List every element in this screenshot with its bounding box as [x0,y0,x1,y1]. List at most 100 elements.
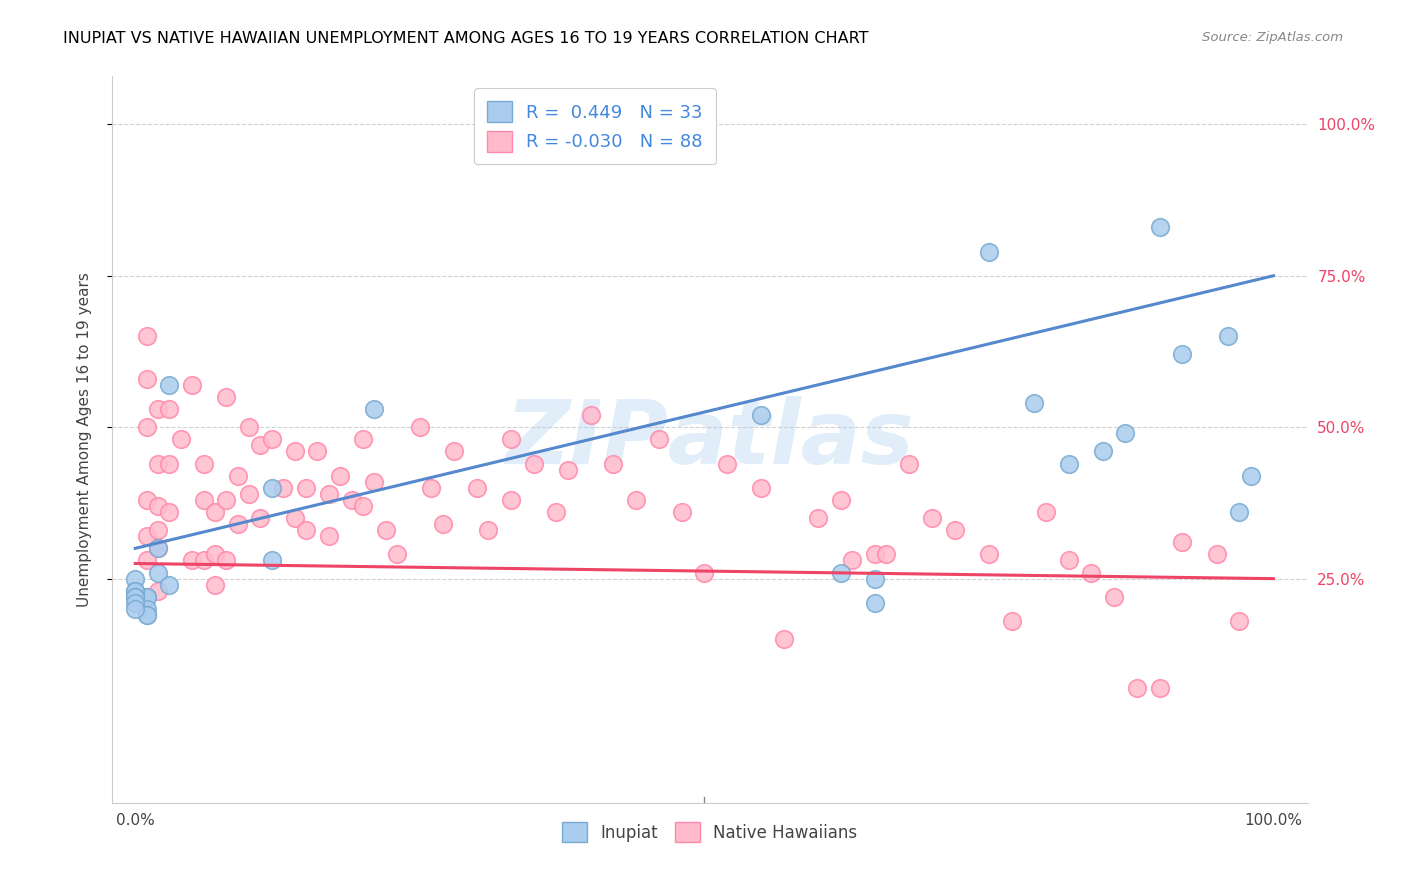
Point [226,517,249,532]
Point [693,566,716,580]
Point [443,444,465,458]
Point [124,602,146,616]
Point [226,468,249,483]
Point [157,505,180,519]
Point [624,492,647,507]
Point [146,457,169,471]
Point [374,523,396,537]
Point [204,505,226,519]
Point [863,548,886,562]
Text: Source: ZipAtlas.com: Source: ZipAtlas.com [1202,31,1343,45]
Point [295,523,318,537]
Point [420,481,443,495]
Point [1126,681,1149,695]
Point [1102,590,1125,604]
Point [170,432,193,446]
Point [260,432,283,446]
Point [830,566,852,580]
Point [124,590,146,604]
Point [499,432,522,446]
Point [579,408,602,422]
Point [135,529,157,543]
Point [215,553,238,567]
Point [841,553,863,567]
Point [716,457,738,471]
Point [1171,347,1194,361]
Point [1216,329,1239,343]
Point [157,402,180,417]
Point [318,529,340,543]
Point [409,420,432,434]
Point [193,553,215,567]
Point [135,590,157,604]
Point [124,583,146,598]
Point [1057,553,1080,567]
Point [146,541,169,556]
Point [215,492,238,507]
Point [193,457,215,471]
Point [135,607,157,622]
Point [260,553,283,567]
Point [284,511,307,525]
Point [146,402,169,417]
Point [671,505,693,519]
Point [329,468,352,483]
Point [124,583,146,598]
Point [363,475,385,489]
Point [181,553,204,567]
Point [977,548,1000,562]
Point [1205,548,1227,562]
Point [499,492,522,507]
Point [146,523,169,537]
Point [204,548,226,562]
Point [238,420,260,434]
Legend: Inupiat, Native Hawaiians: Inupiat, Native Hawaiians [555,815,865,849]
Point [1035,505,1057,519]
Point [135,372,157,386]
Text: ZIP​atlas: ZIP​atlas [506,396,914,483]
Point [249,511,271,525]
Point [124,590,146,604]
Point [146,499,169,513]
Point [193,492,215,507]
Point [557,462,579,476]
Point [1080,566,1102,580]
Point [135,492,157,507]
Point [181,377,204,392]
Point [295,481,318,495]
Point [135,590,157,604]
Point [318,487,340,501]
Point [249,438,271,452]
Point [1227,505,1250,519]
Text: INUPIAT VS NATIVE HAWAIIAN UNEMPLOYMENT AMONG AGES 16 TO 19 YEARS CORRELATION CH: INUPIAT VS NATIVE HAWAIIAN UNEMPLOYMENT … [63,31,869,46]
Point [284,444,307,458]
Point [773,632,796,647]
Y-axis label: Unemployment Among Ages 16 to 19 years: Unemployment Among Ages 16 to 19 years [77,272,91,607]
Point [363,402,385,417]
Point [124,572,146,586]
Point [898,457,921,471]
Point [807,511,830,525]
Point [1149,681,1171,695]
Point [135,607,157,622]
Point [749,408,772,422]
Point [1149,220,1171,235]
Point [135,329,157,343]
Point [307,444,329,458]
Point [477,523,499,537]
Point [943,523,966,537]
Point [146,583,169,598]
Point [1091,444,1114,458]
Point [602,457,624,471]
Point [830,492,852,507]
Point [385,548,408,562]
Point [1001,614,1024,628]
Point [875,548,897,562]
Point [135,420,157,434]
Point [1171,535,1194,549]
Point [124,596,146,610]
Point [546,505,568,519]
Point [238,487,260,501]
Point [215,390,238,404]
Point [352,499,374,513]
